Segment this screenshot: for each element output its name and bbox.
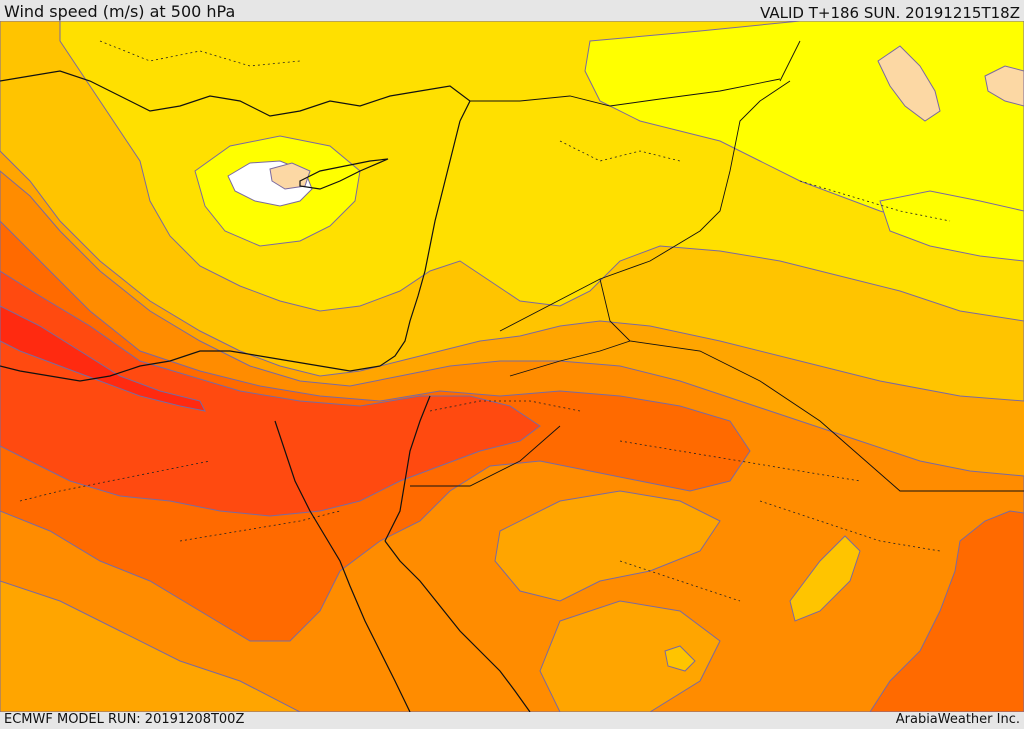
field-peach-ne1 bbox=[877, 45, 941, 122]
wind-speed-map bbox=[0, 21, 1024, 712]
field-orange-red bbox=[0, 270, 541, 517]
model-run-label: ECMWF MODEL RUN: 20191208T00Z bbox=[4, 712, 245, 727]
field-gold-south bbox=[789, 535, 861, 622]
field-yellow-east bbox=[879, 190, 1024, 262]
map-title: Wind speed (m/s) at 500 hPa bbox=[4, 2, 236, 21]
credit-label: ArabiaWeather Inc. bbox=[895, 712, 1020, 727]
field-red-core bbox=[0, 305, 206, 412]
field-light-orange-south3 bbox=[539, 600, 721, 712]
valid-time-label: VALID T+186 SUN. 20191215T18Z bbox=[760, 4, 1020, 22]
field-peach-ne2 bbox=[984, 65, 1024, 107]
coastlines bbox=[0, 70, 531, 712]
field-gold-south2 bbox=[664, 645, 696, 672]
field-light-orange-south1 bbox=[494, 490, 721, 602]
field-light-orange-south2 bbox=[0, 580, 301, 712]
footer-bar: ECMWF MODEL RUN: 20191208T00Z ArabiaWeat… bbox=[0, 712, 1024, 729]
admin-boundaries bbox=[19, 40, 951, 602]
field-dark-orange-se bbox=[869, 510, 1024, 712]
country-borders bbox=[410, 40, 1024, 492]
map-canvas bbox=[0, 21, 1024, 712]
header-bar: Wind speed (m/s) at 500 hPa VALID T+186 … bbox=[0, 0, 1024, 22]
